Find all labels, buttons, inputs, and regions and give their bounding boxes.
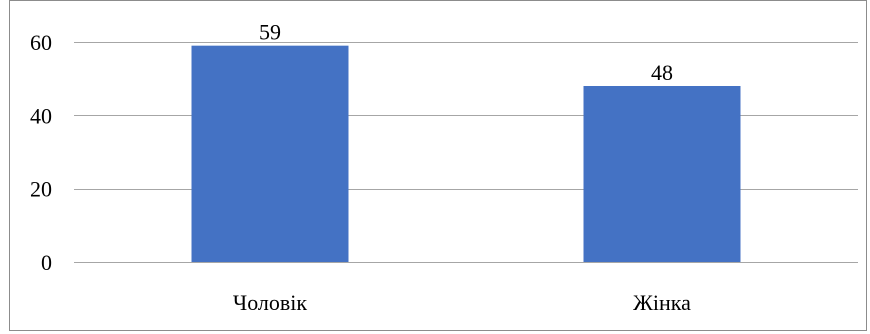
y-axis-tick-labels: 0 20 40 60 bbox=[30, 30, 52, 275]
x-category-label: Чоловік bbox=[233, 290, 307, 315]
category-labels: Чоловік Жінка bbox=[233, 290, 691, 315]
y-tick-label: 20 bbox=[30, 177, 52, 202]
bars bbox=[191, 45, 741, 262]
bar-1 bbox=[191, 45, 349, 262]
data-labels: 59 48 bbox=[259, 20, 673, 85]
y-tick-label: 40 bbox=[30, 103, 52, 128]
data-label: 48 bbox=[651, 60, 673, 85]
x-category-label: Жінка bbox=[633, 290, 691, 315]
y-tick-label: 0 bbox=[41, 250, 52, 275]
bar-2 bbox=[583, 86, 741, 262]
data-label: 59 bbox=[259, 20, 281, 45]
y-tick-label: 60 bbox=[30, 30, 52, 55]
